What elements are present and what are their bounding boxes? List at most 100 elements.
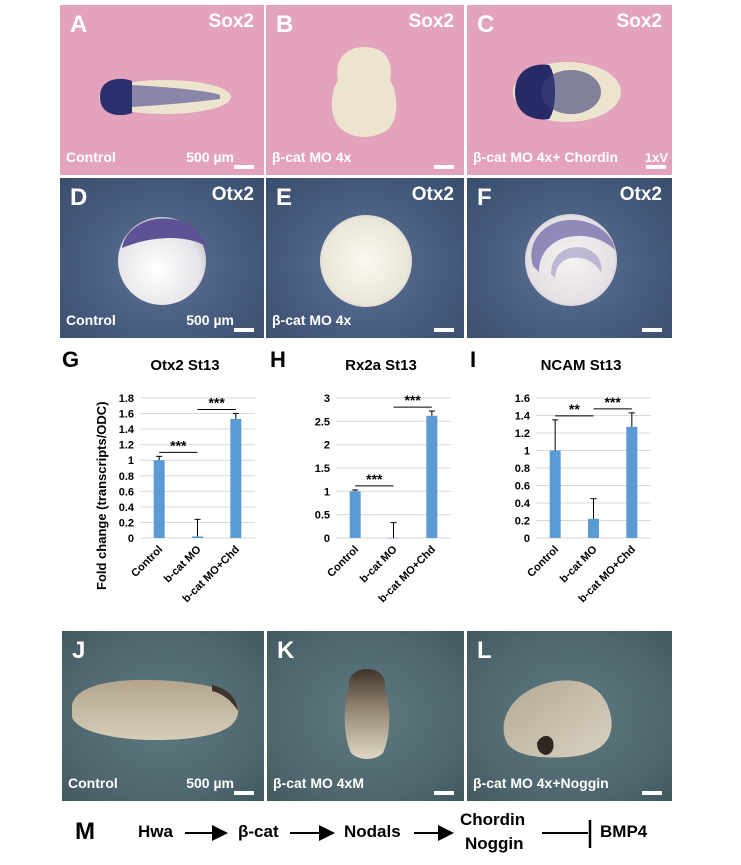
embryo-j-image — [72, 679, 239, 741]
pathway-arrows — [185, 820, 592, 848]
panel-letter: J — [72, 637, 86, 664]
significance-label: *** — [604, 394, 621, 410]
y-tick-label: 0.4 — [515, 498, 531, 510]
y-tick-label: 0.6 — [515, 481, 530, 493]
y-tick-label: 2 — [324, 440, 330, 452]
chart-title: Rx2a St13 — [345, 357, 417, 374]
panel-letter-m: M — [75, 818, 95, 845]
embryo-f-image — [525, 214, 617, 306]
bar — [388, 538, 399, 539]
embryo-c-image — [513, 62, 621, 122]
bar — [349, 491, 361, 538]
condition-label: Control — [66, 312, 116, 328]
bar — [230, 419, 242, 538]
y-tick-label: 1.4 — [515, 411, 531, 423]
panel-letter: A — [70, 11, 88, 38]
bar — [588, 518, 599, 538]
node-hwa: Hwa — [138, 822, 173, 841]
y-tick-label: 1.2 — [119, 440, 134, 452]
y-tick-label: 0.8 — [515, 463, 530, 475]
condition-label: β-cat MO 4x — [272, 312, 352, 328]
panel-k: K β-cat MO 4xM — [267, 631, 464, 801]
y-tick-label: 0 — [128, 533, 134, 545]
scale-bar — [234, 328, 254, 332]
y-tick-label: 0 — [524, 533, 530, 545]
gene-label: Sox2 — [408, 11, 454, 32]
embryo-a-image — [99, 78, 231, 116]
panel-a: A Sox2 Control 500 µm — [60, 5, 264, 175]
y-tick-label: 1.4 — [119, 424, 135, 436]
embryo-b-image — [331, 47, 397, 137]
significance-label: *** — [170, 437, 187, 453]
y-tick-label: 0.8 — [119, 471, 134, 483]
panel-f: F Otx2 — [467, 178, 672, 338]
condition-label: β-cat MO 4x+ Chordin — [473, 149, 619, 165]
significance-label: *** — [404, 392, 421, 408]
y-tick-label: 0.5 — [315, 510, 330, 522]
scale-bar — [646, 165, 666, 169]
scale-label: 500 µm — [186, 149, 234, 165]
y-tick-label: 0.6 — [119, 486, 134, 498]
bar — [549, 450, 561, 538]
panel-letter: D — [70, 184, 88, 211]
condition-label: β-cat MO 4xM — [273, 775, 365, 791]
y-tick-label: 2.5 — [315, 416, 330, 428]
panel-j: J Control 500 µm — [62, 631, 264, 801]
injection-note: 1xV — [644, 150, 668, 165]
scale-bar — [642, 791, 662, 795]
panel-letter-g: G — [62, 347, 80, 372]
scale-label: 500 µm — [186, 312, 234, 328]
node-bmp4: BMP4 — [600, 822, 648, 841]
y-tick-label: 0.2 — [119, 517, 134, 529]
scale-bar — [434, 165, 454, 169]
chart-ncam: NCAM St13 0 0.2 0.4 0.6 0.8 1 1.2 1.4 1.6 Control b… — [496, 350, 666, 615]
chart-title: Otx2 St13 — [150, 357, 219, 374]
panel-d: D Otx2 Control 500 µm — [60, 178, 264, 338]
y-tick-label: 1.6 — [515, 393, 530, 405]
x-tick-label: Control — [325, 544, 361, 580]
condition-label: Control — [66, 149, 116, 165]
scale-label: 500 µm — [186, 775, 234, 791]
chart-ncam-svg: NCAM St1300.20.40.60.811.21.41.6Controlb… — [515, 357, 651, 605]
y-tick-label: 1.6 — [119, 409, 134, 421]
condition-label: β-cat MO 4x — [272, 149, 352, 165]
significance-label: *** — [208, 395, 225, 411]
scale-bar — [234, 791, 254, 795]
scale-bar — [642, 328, 662, 332]
panel-c: C Sox2 β-cat MO 4x+ Chordin 1xV — [467, 5, 672, 175]
chart-otx2: Otx2 St13 0 0.2 0.4 0.6 0.8 1 1.2 1.4 1.6 1.8 Contr… — [100, 350, 270, 615]
embryo-k-image — [344, 669, 390, 759]
panel-b: B Sox2 β-cat MO 4x — [266, 5, 464, 175]
panel-letter: C — [477, 11, 495, 38]
bar — [626, 426, 638, 538]
y-tick-label: 3 — [324, 393, 330, 405]
significance-label: ** — [569, 401, 580, 417]
gene-label: Sox2 — [616, 11, 662, 32]
x-tick-label: Control — [129, 544, 165, 580]
x-tick-label: Control — [525, 544, 561, 580]
y-tick-label: 0.4 — [119, 502, 135, 514]
embryo-l-image — [503, 680, 612, 758]
embryo-e-image — [320, 215, 412, 307]
gene-label: Otx2 — [619, 184, 662, 205]
panel-e: E Otx2 β-cat MO 4x — [266, 178, 464, 338]
panel-letter-h: H — [270, 347, 286, 372]
panel-letter: B — [276, 11, 294, 38]
y-tick-label: 1 — [324, 486, 330, 498]
panel-letter: L — [477, 637, 492, 664]
y-tick-label: 1.2 — [515, 428, 530, 440]
bar — [153, 460, 165, 538]
chart-title: NCAM St13 — [541, 357, 622, 374]
y-tick-label: 1.5 — [315, 463, 330, 475]
chart-otx2-svg: Otx2 St13 0 0.2 0.4 0.6 0.8 1 1.2 1.4 1.6 1.8 Contr… — [119, 357, 255, 605]
panel-letter: F — [477, 184, 492, 211]
scale-bar — [434, 791, 454, 795]
panel-l: L β-cat MO 4x+Noggin — [467, 631, 672, 801]
gene-label: Otx2 — [411, 184, 454, 205]
y-tick-label: 0 — [324, 533, 330, 545]
node-nodals: Nodals — [344, 822, 401, 841]
y-tick-label: 1 — [128, 455, 134, 467]
bar — [192, 536, 203, 538]
panel-letter: E — [276, 184, 293, 211]
